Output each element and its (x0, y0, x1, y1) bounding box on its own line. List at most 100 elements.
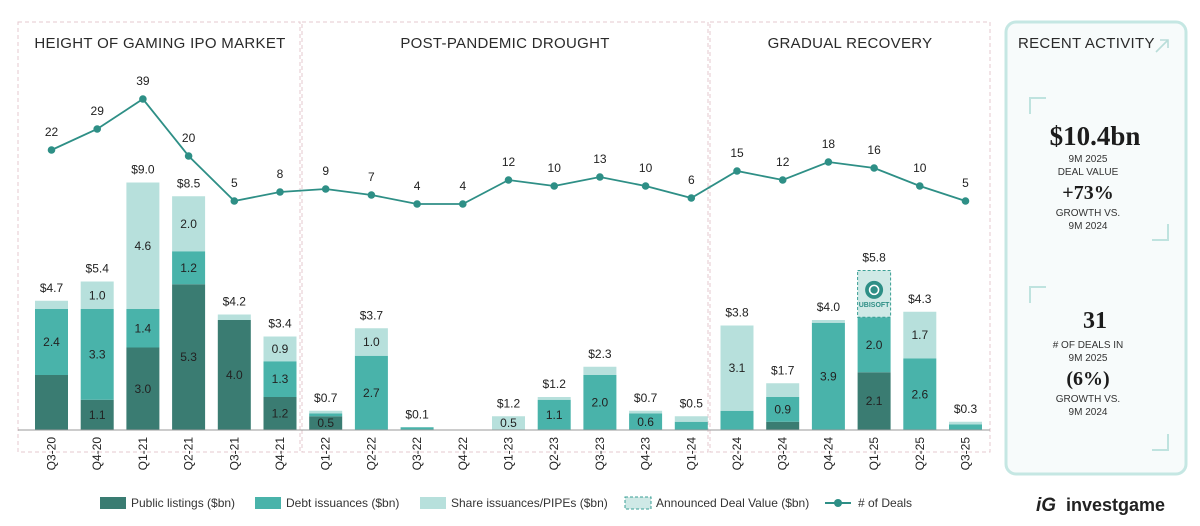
bar-share-Q4-23 (629, 410, 663, 414)
deals-label-Q4-22: 4 (459, 179, 466, 193)
deals-label-Q1-23: 12 (502, 155, 516, 169)
legend: Public listings ($bn) Debt issuances ($b… (100, 496, 912, 510)
bar-debt-Q3-22 (400, 427, 434, 430)
x-tick-Q3-22: Q3-22 (410, 437, 424, 471)
bar-share-Q2-24 (720, 325, 754, 411)
segment-label-Q2-21: 1.2 (180, 261, 197, 275)
bar-share-Q4-21 (263, 336, 297, 362)
total-label-Q1-25: $5.8 (862, 251, 886, 265)
segment-label-Q2-21: 5.3 (180, 350, 197, 364)
deals-line-group: 22 29 39 20 5 8 9 7 4 4 12 10 13 10 6 15 12 18 16 10 5 (45, 74, 970, 208)
segment-label-Q2-22: 2.7 (363, 386, 380, 400)
deals-point-Q2-23 (550, 182, 558, 190)
x-tick-Q3-21: Q3-21 (227, 437, 241, 471)
bar-debt-Q4-24 (811, 322, 845, 430)
deals-point-Q3-21 (230, 197, 239, 205)
ubisoft-logo-text: UBISOFT (859, 302, 890, 309)
deals-point-Q4-24 (824, 158, 833, 166)
deals-label-Q4-24: 18 (822, 137, 836, 151)
bar-debt-Q2-23 (537, 399, 571, 430)
total-label-Q3-24: $1.7 (771, 363, 795, 377)
deals-label-Q3-22: 4 (414, 179, 421, 193)
section-frame-2 (301, 21, 709, 453)
deals-point-Q3-25 (961, 197, 970, 205)
bar-debt-Q3-25 (949, 424, 982, 430)
segment-label-Q4-21: 0.9 (272, 342, 289, 356)
segment-label-Q4-21: 1.3 (272, 372, 289, 386)
segment-label-Q2-25: 2.6 (911, 387, 928, 401)
bar-share-Q2-25 (903, 311, 937, 359)
x-tick-Q2-25: Q2-25 (913, 437, 927, 471)
deals-label-Q3-21: 5 (231, 176, 238, 190)
deals-label-Q3-24: 12 (776, 155, 790, 169)
segment-label-Q3-21: 4.0 (226, 368, 243, 382)
x-tick-Q3-25: Q3-25 (959, 437, 973, 471)
segment-label-Q4-20: 1.0 (89, 288, 106, 302)
x-tick-Q1-23: Q1-23 (502, 437, 516, 471)
x-tick-Q1-22: Q1-22 (319, 437, 333, 471)
bar-share-Q2-23 (537, 397, 571, 400)
total-label-Q1-22: $0.7 (314, 391, 338, 405)
bar-debt-Q1-21 (126, 309, 160, 348)
bar-share-Q3-25 (949, 421, 982, 425)
bar-share-Q4-20 (80, 281, 114, 309)
segment-label-Q1-21: 3.0 (135, 382, 152, 396)
total-label-Q2-22: $3.7 (360, 308, 384, 322)
recent-activity-panel: RECENT ACTIVITY $10.4bn 9M 2025 DEAL VAL… (1004, 20, 1188, 476)
segment-label-group: 2.4 1.1 3.3 1.0 3.0 1.4 4.6 5.3 1.2 2.0 4.0 1.2 1.3 0… (43, 217, 928, 430)
deals-label-Q2-22: 7 (368, 170, 375, 184)
x-tick-Q2-23: Q2-23 (547, 437, 561, 471)
bar-debt-Q1-22 (309, 413, 343, 417)
deals-label-Q3-23: 13 (593, 152, 607, 166)
segment-label-Q2-25: 1.7 (911, 328, 928, 342)
legend-label-announced: Announced Deal Value ($bn) (656, 496, 809, 510)
bar-debt-Q3-20 (35, 309, 68, 375)
total-label-Q3-22: $0.1 (405, 407, 429, 421)
bar-share-Q3-21 (217, 314, 251, 320)
segment-label-Q2-22: 1.0 (363, 335, 380, 349)
total-label-Q1-21: $9.0 (131, 163, 155, 177)
total-label-Q3-25: $0.3 (954, 402, 978, 416)
bar-public-Q1-25 (857, 372, 891, 430)
legend-label-public: Public listings ($bn) (131, 496, 235, 510)
arrow-up-right-icon (1155, 39, 1169, 53)
bar-share-Q3-24 (766, 383, 800, 397)
bar-share-Q1-21 (126, 182, 160, 309)
deals-point-Q3-23 (596, 173, 604, 181)
bar-group: UBISOFT (35, 182, 982, 430)
deals-growth-caption-2: 9M 2024 (1069, 407, 1108, 418)
segment-label-Q1-21: 4.6 (135, 239, 152, 253)
total-label-Q1-23: $1.2 (497, 396, 521, 410)
deals-point-Q3-20 (47, 146, 56, 154)
bar-debt-Q3-24 (766, 397, 800, 422)
deals-label-Q4-21: 8 (277, 167, 284, 181)
deals-point-Q4-23 (641, 182, 650, 190)
corner-bracket-icon (1029, 286, 1046, 303)
deal-value-caption-2: DEAL VALUE (1058, 167, 1119, 178)
deals-label-Q3-25: 5 (962, 176, 969, 190)
total-label-group: $4.7 $5.4 $9.0 $8.5 $4.2 $3.4 $0.7 $3.7 $0.1 $1.2… (40, 163, 978, 422)
bar-debt-Q1-24 (674, 421, 708, 430)
deals-label-Q1-21: 39 (136, 74, 150, 88)
bar-debt-Q2-25 (903, 358, 937, 430)
x-tick-group: Q3-20 Q4-20 Q1-21 Q2-21 Q3-21 Q4-21 Q1-22 Q2-22… (45, 437, 973, 471)
bar-public-Q1-22 (309, 416, 343, 430)
bar-public-Q3-24 (766, 421, 800, 430)
deals-point-Q1-25 (870, 164, 878, 172)
x-tick-Q4-21: Q4-21 (273, 437, 287, 471)
x-tick-Q1-21: Q1-21 (136, 437, 150, 471)
ubisoft-logo-swirl-icon (868, 284, 880, 296)
segment-label-Q1-23: 0.5 (500, 416, 517, 430)
bar-public-Q4-21 (263, 397, 297, 430)
deals-point-Q4-22 (459, 200, 467, 208)
bar-debt-Q3-23 (583, 375, 617, 430)
legend-swatch-share (420, 497, 446, 509)
deals-count: 31 (1083, 308, 1107, 334)
segment-label-Q2-21: 2.0 (180, 217, 197, 231)
segment-label-Q1-21: 1.4 (135, 321, 152, 335)
deals-label-Q2-24: 15 (730, 146, 744, 160)
bar-public-Q3-20 (35, 375, 68, 430)
segment-label-Q3-23: 2.0 (592, 396, 609, 410)
segment-label-Q4-20: 3.3 (89, 347, 106, 361)
x-tick-Q1-24: Q1-24 (684, 437, 698, 471)
